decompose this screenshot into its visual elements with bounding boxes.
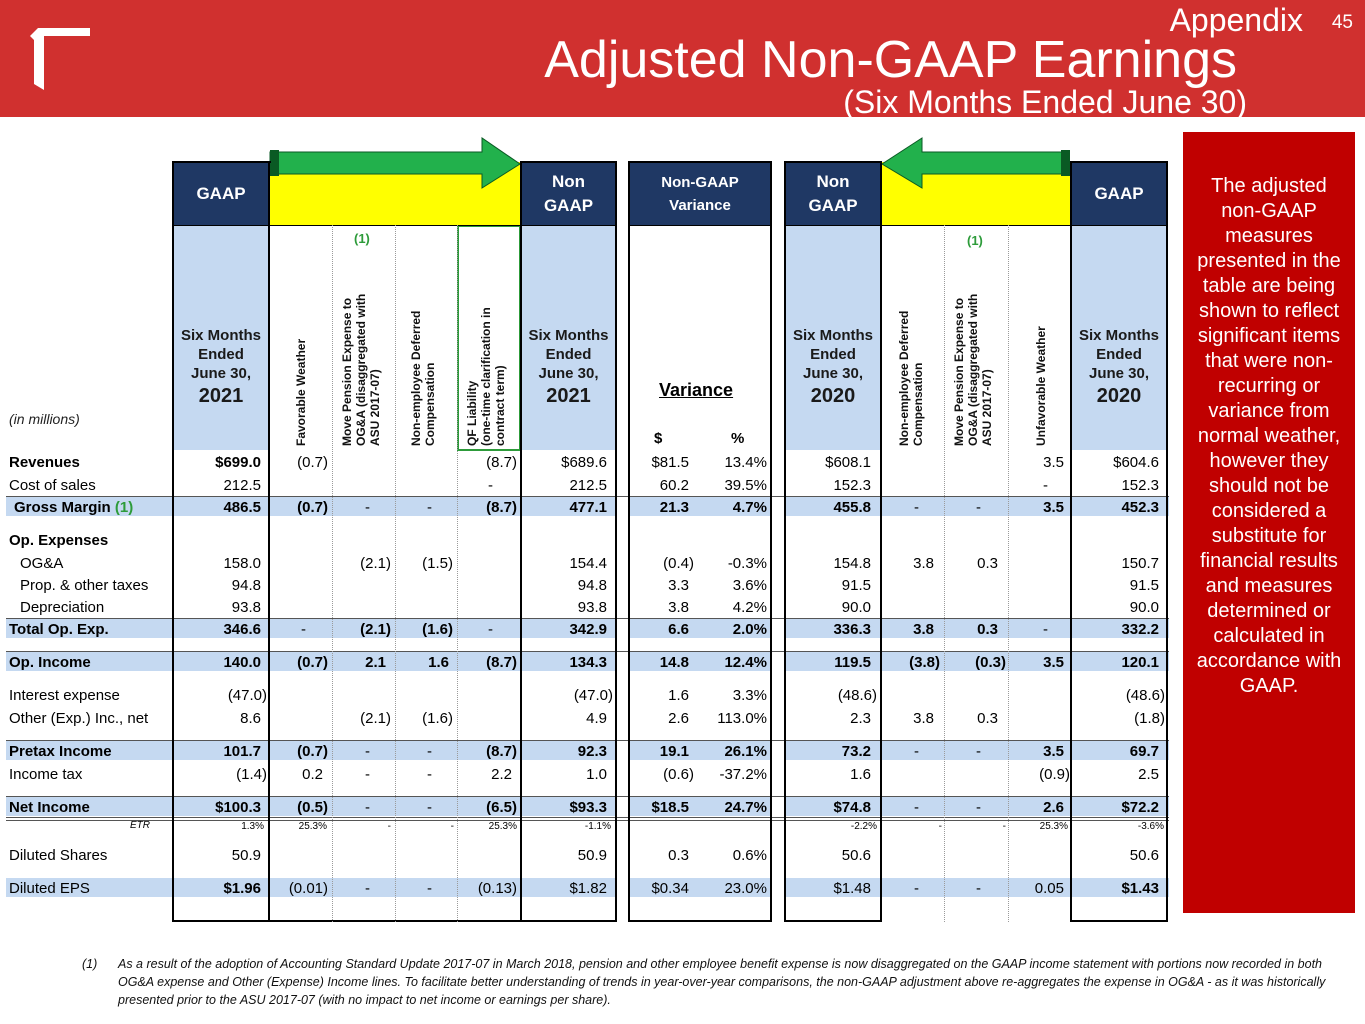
table-row: Depreciation 93.8 93.8 3.8 4.2% 90.0 90.… (20, 599, 1159, 616)
table-row: Total Op. Exp. 346.6 - (2.1) (1.6) - 342… (9, 621, 1159, 638)
arrow-left-icon (881, 137, 1070, 189)
table-row: Diluted Shares 50.9 50.9 0.3 0.6% 50.6 5… (9, 847, 1159, 864)
period-header-nongaap-2020: Six Months Ended June 30, 2020 (792, 327, 873, 407)
table-row: Interest expense (47.0) (47.0) 1.6 3.3% … (9, 687, 1165, 704)
table-row: Pretax Income 101.7 (0.7) - - (8.7) 92.3… (9, 743, 1159, 760)
table-row: Revenues $699.0 (0.7) (8.7) $689.6 $81.5… (9, 454, 1159, 471)
variance-pct-subheader: % (731, 430, 745, 447)
table-row: ETR 1.3% 25.3% - - 25.3% -1.1% -2.2% - -… (130, 820, 1164, 832)
period-header-gaap-2021: Six Months Ended June 30, 2021 (180, 327, 261, 407)
page-subtitle: (Six Months Ended June 30) (843, 84, 1247, 120)
period-header-gaap-2020: Six Months Ended June 30, 2020 (1078, 327, 1159, 407)
table-row: Net Income $100.3 (0.5) - - (6.5) $93.3 … (9, 799, 1159, 816)
non-gaap-2020-header: Non GAAP (785, 162, 881, 225)
table-row: Cost of sales 212.5 - 212.5 60.2 39.5% 1… (9, 477, 1159, 494)
units-label: (in millions) (9, 411, 80, 427)
side-note: The adjusted non-GAAP measures presented… (1183, 132, 1355, 913)
table-row: Income tax (1.4) 0.2 - - 2.2 1.0 (0.6) -… (9, 766, 1159, 783)
table-row: Gross Margin (1) 486.5 (0.7) - - (8.7) 4… (14, 499, 1159, 516)
page-number: 45 (1331, 12, 1353, 33)
company-logo-icon (30, 28, 90, 90)
table-row: Op. Income 140.0 (0.7) 2.1 1.6 (8.7) 134… (9, 654, 1159, 671)
period-header-nongaap-2021: Six Months Ended June 30, 2021 (528, 327, 609, 407)
appendix-label: Appendix (1169, 2, 1303, 38)
variance-subheader: Variance (659, 380, 734, 400)
variance-header: Non-GAAP Variance (629, 162, 771, 225)
table-row: Diluted EPS $1.96 (0.01) - - (0.13) $1.8… (9, 880, 1159, 897)
non-gaap-2021-header: Non GAAP (521, 162, 616, 225)
table-row: Op. Expenses (9, 532, 109, 549)
page-title: Adjusted Non-GAAP Earnings (544, 31, 1237, 89)
adj-move-pension-2020-header: Move Pension Expense to OG&A (disaggrega… (952, 293, 994, 446)
adj-move-pension-2021-header: Move Pension Expense to OG&A (disaggrega… (340, 293, 382, 446)
adj-unfavorable-weather-header: Unfavorable Weather (1034, 326, 1048, 446)
header-band: Appendix 45 Adjusted Non-GAAP Earnings (… (0, 0, 1365, 120)
arrow-right-icon (269, 137, 521, 189)
footnote-ref-2020: (1) (967, 233, 983, 248)
table-row: Other (Exp.) Inc., net 8.6 (2.1) (1.6) 4… (9, 710, 1165, 727)
variance-dollar-subheader: $ (654, 430, 663, 447)
table-row: Prop. & other taxes 94.8 94.8 3.3 3.6% 9… (20, 577, 1159, 594)
footnote-ref-2021: (1) (354, 231, 370, 246)
adj-nonemployee-2020-header: Non-employee Deferred Compensation (897, 310, 925, 446)
qf-highlight-box (457, 225, 521, 451)
adj-favorable-weather-header: Favorable Weather (294, 338, 308, 446)
gaap-2020-header: GAAP (1071, 162, 1167, 225)
gaap-2021-header: GAAP (173, 162, 269, 225)
table-row: OG&A 158.0 (2.1) (1.5) 154.4 (0.4) -0.3%… (20, 555, 1159, 572)
adj-nonemployee-2021-header: Non-employee Deferred Compensation (409, 310, 437, 446)
